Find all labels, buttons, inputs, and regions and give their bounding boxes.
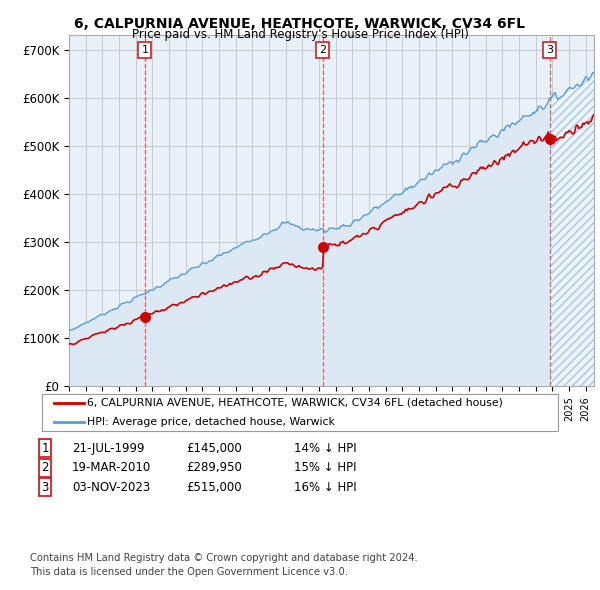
Text: Price paid vs. HM Land Registry's House Price Index (HPI): Price paid vs. HM Land Registry's House … bbox=[131, 28, 469, 41]
Text: 2: 2 bbox=[319, 45, 326, 55]
Text: 15% ↓ HPI: 15% ↓ HPI bbox=[294, 461, 356, 474]
Text: HPI: Average price, detached house, Warwick: HPI: Average price, detached house, Warw… bbox=[87, 417, 335, 427]
Text: 6, CALPURNIA AVENUE, HEATHCOTE, WARWICK, CV34 6FL: 6, CALPURNIA AVENUE, HEATHCOTE, WARWICK,… bbox=[74, 17, 526, 31]
Text: Contains HM Land Registry data © Crown copyright and database right 2024.: Contains HM Land Registry data © Crown c… bbox=[30, 553, 418, 563]
Text: 03-NOV-2023: 03-NOV-2023 bbox=[72, 481, 150, 494]
Text: 21-JUL-1999: 21-JUL-1999 bbox=[72, 442, 145, 455]
Text: 19-MAR-2010: 19-MAR-2010 bbox=[72, 461, 151, 474]
Text: 1: 1 bbox=[41, 442, 49, 455]
Text: 3: 3 bbox=[41, 481, 49, 494]
Text: 2: 2 bbox=[41, 461, 49, 474]
Text: This data is licensed under the Open Government Licence v3.0.: This data is licensed under the Open Gov… bbox=[30, 567, 348, 577]
Text: £289,950: £289,950 bbox=[186, 461, 242, 474]
Text: 6, CALPURNIA AVENUE, HEATHCOTE, WARWICK, CV34 6FL (detached house): 6, CALPURNIA AVENUE, HEATHCOTE, WARWICK,… bbox=[87, 398, 503, 408]
Text: 3: 3 bbox=[546, 45, 553, 55]
Text: 1: 1 bbox=[142, 45, 148, 55]
Text: 16% ↓ HPI: 16% ↓ HPI bbox=[294, 481, 356, 494]
Text: £145,000: £145,000 bbox=[186, 442, 242, 455]
Text: £515,000: £515,000 bbox=[186, 481, 242, 494]
Text: 14% ↓ HPI: 14% ↓ HPI bbox=[294, 442, 356, 455]
